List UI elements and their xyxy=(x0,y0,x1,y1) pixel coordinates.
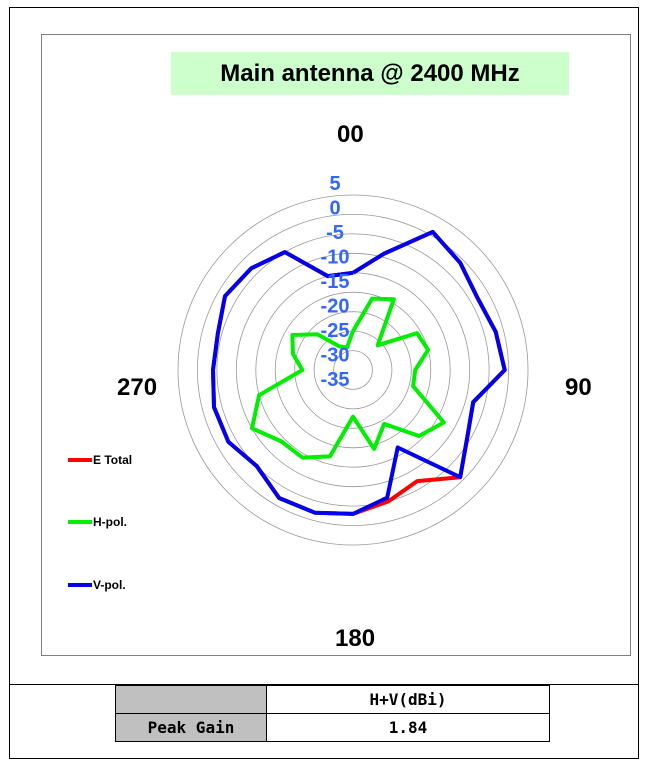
table-row: Peak Gain 1.84 xyxy=(115,713,550,742)
grid-circle xyxy=(294,311,412,429)
grid-circle xyxy=(177,194,529,546)
radial-tick-label: -20 xyxy=(321,296,350,318)
direction-label-90: 90 xyxy=(565,374,592,401)
radial-tick-label: -30 xyxy=(321,345,350,367)
legend-swatch xyxy=(68,583,92,587)
grid-circle xyxy=(216,233,490,507)
legend-item-v-pol: V-pol. xyxy=(68,577,126,593)
grid-circle xyxy=(274,291,432,449)
table-header-blank xyxy=(115,685,267,714)
peak-gain-table: H+V(dBi) Peak Gain 1.84 xyxy=(115,685,550,742)
radial-tick-label: 5 xyxy=(329,173,340,195)
legend-item-e-total: E Total xyxy=(68,452,132,468)
direction-label-0: 00 xyxy=(337,121,364,148)
chart-title: Main antenna @ 2400 MHz xyxy=(171,52,569,95)
radial-tick-label: -10 xyxy=(321,247,350,269)
table-header-hv: H+V(dBi) xyxy=(266,685,550,714)
direction-label-180: 180 xyxy=(335,625,376,652)
radial-tick-label: -5 xyxy=(326,222,344,244)
peak-gain-label: Peak Gain xyxy=(115,713,267,742)
legend-label: V-pol. xyxy=(93,578,126,592)
series-line-h-pol xyxy=(250,296,446,460)
grid-circle xyxy=(333,350,373,390)
grid-circle xyxy=(255,272,451,468)
series-line-v-pol xyxy=(211,229,507,516)
legend-label: E Total xyxy=(93,453,133,467)
legend-label: H-pol. xyxy=(93,515,127,529)
peak-gain-value: 1.84 xyxy=(266,713,550,742)
grid-circle xyxy=(196,213,510,527)
radial-tick-label: -35 xyxy=(321,369,350,391)
legend-swatch xyxy=(68,520,92,524)
table-header-row: H+V(dBi) xyxy=(115,685,550,714)
plot-area xyxy=(41,34,631,656)
legend-item-h-pol: H-pol. xyxy=(68,514,127,530)
radial-tick-label: 0 xyxy=(329,198,340,220)
chart-frame xyxy=(9,7,639,759)
radial-tick-label: -25 xyxy=(321,320,350,342)
divider xyxy=(9,684,639,685)
direction-label-270: 270 xyxy=(117,374,158,401)
legend-swatch xyxy=(68,458,92,462)
radial-tick-label: -15 xyxy=(321,271,350,293)
grid-circle xyxy=(235,252,471,488)
